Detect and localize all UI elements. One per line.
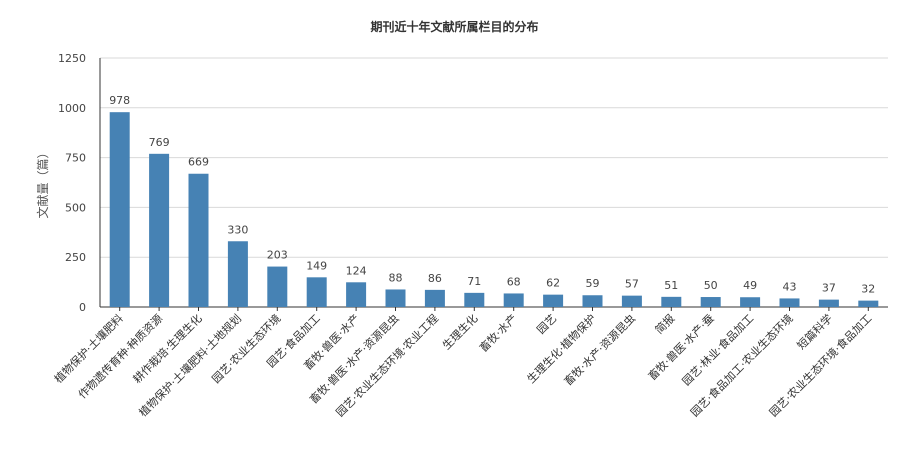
y-tick-label: 750 [65, 152, 86, 165]
y-axis-label: 文献量（篇） [35, 146, 50, 218]
bar[interactable] [661, 296, 682, 307]
x-tick-label: 畜牧·兽医·水产·蚕 [645, 311, 717, 383]
y-tick-label: 250 [65, 251, 86, 264]
data-label: 51 [664, 279, 678, 292]
data-label: 37 [822, 282, 836, 295]
bar[interactable] [385, 289, 406, 307]
bar[interactable] [149, 153, 170, 307]
x-tick-label: 短篇科学 [794, 311, 835, 352]
bar[interactable] [779, 298, 800, 307]
bar[interactable] [227, 241, 248, 307]
x-tick-label: 生理生化 [439, 311, 480, 352]
x-tick-label: 植物保护·土壤肥料 [51, 311, 126, 386]
bar[interactable] [503, 293, 524, 307]
data-label: 149 [306, 259, 327, 272]
data-label: 124 [346, 264, 367, 277]
y-tick-label: 1000 [58, 102, 86, 115]
x-tick-label: 生理生化·植物保护 [524, 311, 599, 386]
data-label: 68 [507, 275, 521, 288]
bar[interactable] [306, 277, 327, 307]
data-label: 71 [467, 275, 481, 288]
x-tick-label: 园艺·林业·食品加工 [679, 311, 756, 388]
data-label: 769 [149, 136, 170, 149]
y-tick-label: 1250 [58, 52, 86, 65]
bar[interactable] [740, 297, 761, 307]
data-label: 330 [227, 223, 248, 236]
data-label: 32 [861, 283, 875, 296]
bar[interactable] [700, 297, 721, 307]
bar[interactable] [582, 295, 603, 307]
bar[interactable] [818, 299, 839, 307]
data-label: 203 [267, 249, 288, 262]
x-tick-label: 简报 [652, 311, 677, 336]
data-label: 88 [389, 271, 403, 284]
data-label: 49 [743, 279, 757, 292]
data-label: 57 [625, 278, 639, 291]
x-tick-label: 耕作栽培·生理生化 [130, 311, 205, 386]
data-label: 86 [428, 272, 442, 285]
bar[interactable] [267, 266, 288, 307]
bar[interactable] [858, 300, 879, 307]
bar[interactable] [188, 173, 209, 307]
data-label: 62 [546, 277, 560, 290]
data-label: 50 [704, 279, 718, 292]
x-tick-label: 园艺·农业生态环境 [209, 311, 284, 386]
data-label: 43 [783, 280, 797, 293]
x-tick-label: 畜牧·水产·资源昆虫 [561, 311, 638, 388]
bar[interactable] [424, 289, 445, 307]
data-label: 59 [586, 277, 600, 290]
bar[interactable] [621, 295, 642, 307]
bar[interactable] [464, 292, 485, 307]
bar[interactable] [109, 112, 130, 307]
bar[interactable] [543, 294, 564, 307]
x-tick-label: 园艺 [534, 312, 559, 337]
bar[interactable] [346, 282, 367, 307]
y-tick-label: 0 [79, 301, 86, 314]
data-label: 978 [109, 94, 130, 107]
chart-title: 期刊近十年文献所属栏目的分布 [370, 20, 539, 34]
x-tick-label: 畜牧·水产 [476, 311, 519, 354]
y-tick-label: 500 [65, 201, 86, 214]
data-label: 669 [188, 156, 209, 169]
